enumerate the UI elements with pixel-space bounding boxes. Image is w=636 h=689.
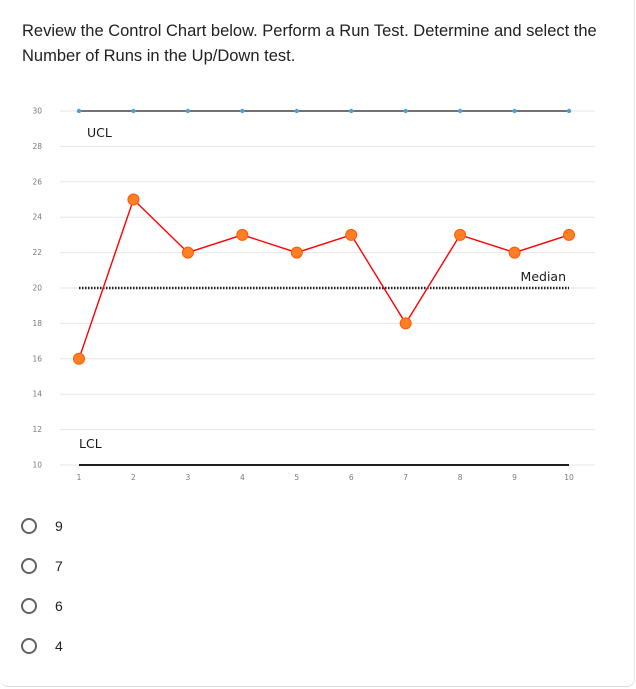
ucl-point xyxy=(294,108,299,114)
x-tick-label: 1 xyxy=(77,473,82,482)
radio-button[interactable] xyxy=(21,638,37,654)
data-point xyxy=(290,246,303,259)
x-tick-label: 10 xyxy=(564,473,574,482)
y-tick-label: 28 xyxy=(32,142,42,151)
option-label: 9 xyxy=(55,518,63,534)
ucl-point xyxy=(403,108,408,114)
data-point xyxy=(399,317,412,330)
x-tick-label: 4 xyxy=(240,473,245,482)
ucl-point xyxy=(566,108,572,114)
data-point xyxy=(73,352,85,365)
x-tick-label: 2 xyxy=(131,473,136,482)
x-tick-label: 8 xyxy=(458,473,463,482)
question-text: Review the Control Chart below. Perform … xyxy=(22,22,597,65)
data-point xyxy=(127,193,140,206)
radio-button[interactable] xyxy=(21,598,37,614)
x-tick-label: 7 xyxy=(403,473,408,482)
x-tick-label: 9 xyxy=(512,473,517,482)
ucl-point xyxy=(457,108,463,114)
y-tick-label: 12 xyxy=(32,425,42,434)
ucl-point xyxy=(185,108,191,114)
data-point xyxy=(181,246,194,259)
annotation-median: Median xyxy=(521,269,566,284)
data-point xyxy=(236,228,249,241)
data-point xyxy=(563,228,575,241)
ucl-point xyxy=(240,108,245,114)
data-point xyxy=(508,246,521,259)
option-6[interactable]: 6 xyxy=(18,586,63,626)
radio-button[interactable] xyxy=(21,558,37,574)
y-tick-label: 10 xyxy=(32,461,42,470)
y-tick-label: 22 xyxy=(32,248,42,257)
radio-button[interactable] xyxy=(21,518,37,534)
y-tick-label: 24 xyxy=(32,213,42,222)
x-tick-label: 3 xyxy=(185,473,190,482)
data-point xyxy=(345,228,358,241)
option-9[interactable]: 9 xyxy=(18,506,63,546)
data-series-line xyxy=(78,198,570,360)
y-tick-label: 14 xyxy=(32,390,42,399)
annotation-lcl: LCL xyxy=(79,436,102,451)
option-4[interactable]: 4 xyxy=(18,626,63,666)
option-label: 4 xyxy=(55,638,63,654)
y-tick-label: 20 xyxy=(32,284,42,293)
annotation-ucl: UCL xyxy=(87,125,112,140)
x-tick-label: 6 xyxy=(349,473,354,482)
y-tick-label: 18 xyxy=(32,319,42,328)
chart-reference-lines xyxy=(79,286,569,466)
y-tick-label: 16 xyxy=(32,354,42,363)
chart-series xyxy=(73,108,575,365)
answer-options: 9 7 6 4 xyxy=(18,506,63,666)
option-label: 6 xyxy=(55,598,63,614)
option-7[interactable]: 7 xyxy=(18,546,63,586)
y-tick-label: 26 xyxy=(32,177,42,186)
data-point xyxy=(454,228,467,241)
ucl-point xyxy=(76,108,82,114)
option-label: 7 xyxy=(55,558,63,574)
ucl-point xyxy=(512,108,517,114)
y-tick-label: 30 xyxy=(32,107,42,116)
x-tick-label: 5 xyxy=(294,473,299,482)
ucl-point xyxy=(349,108,354,114)
chart-annotations: UCL Median LCL xyxy=(79,125,566,451)
ucl-point xyxy=(131,108,136,114)
